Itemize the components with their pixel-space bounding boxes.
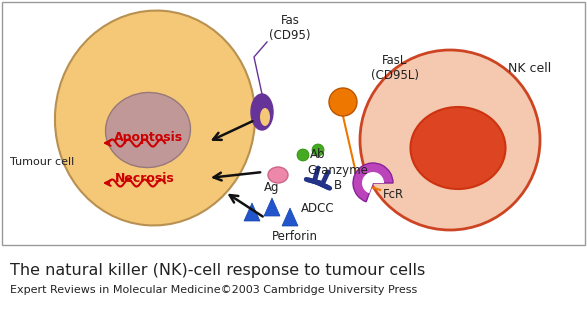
Bar xyxy=(2,2,585,245)
Wedge shape xyxy=(362,172,384,193)
Ellipse shape xyxy=(106,93,190,167)
Polygon shape xyxy=(244,203,260,221)
Circle shape xyxy=(312,144,324,156)
Text: Ab: Ab xyxy=(311,148,326,161)
Text: Ag: Ag xyxy=(264,181,280,195)
Ellipse shape xyxy=(260,108,270,126)
Circle shape xyxy=(360,50,540,230)
Text: Tumour cell: Tumour cell xyxy=(10,157,74,167)
Ellipse shape xyxy=(251,94,273,130)
Text: Fas
(CD95): Fas (CD95) xyxy=(269,14,311,42)
Text: Expert Reviews in Molecular Medicine©2003 Cambridge University Press: Expert Reviews in Molecular Medicine©200… xyxy=(10,285,417,295)
Text: Granzyme
B: Granzyme B xyxy=(308,164,369,192)
Circle shape xyxy=(329,88,357,116)
Text: Apoptosis: Apoptosis xyxy=(113,131,183,144)
Ellipse shape xyxy=(410,107,505,189)
Text: NK cell: NK cell xyxy=(508,62,552,75)
Ellipse shape xyxy=(268,167,288,183)
Text: ADCC: ADCC xyxy=(301,202,335,215)
Text: Necrosis: Necrosis xyxy=(115,172,175,185)
Wedge shape xyxy=(353,163,393,202)
Text: FasL
(CD95L): FasL (CD95L) xyxy=(371,54,419,82)
Text: FcR: FcR xyxy=(383,189,404,202)
Polygon shape xyxy=(264,198,280,216)
Ellipse shape xyxy=(55,10,255,225)
Text: The natural killer (NK)-cell response to tumour cells: The natural killer (NK)-cell response to… xyxy=(10,263,425,278)
Circle shape xyxy=(297,149,309,161)
Text: Perforin: Perforin xyxy=(272,229,318,242)
Polygon shape xyxy=(282,208,298,226)
